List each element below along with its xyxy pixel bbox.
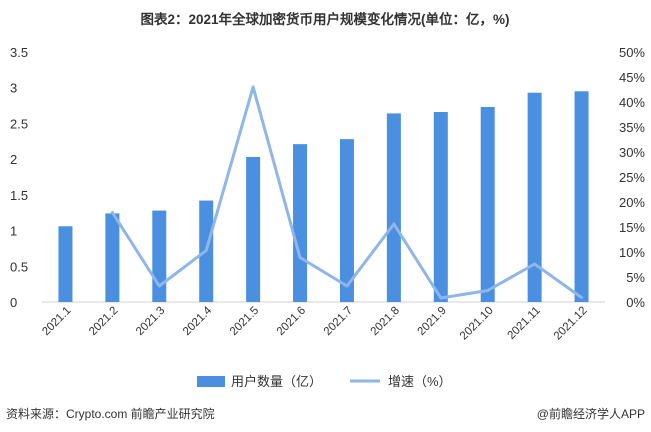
left-tick-label: 0 — [10, 295, 17, 310]
bar — [293, 144, 308, 302]
growth-point — [298, 256, 302, 259]
right-tick-label: 25% — [619, 170, 645, 185]
bar — [339, 139, 354, 302]
right-tick-label: 30% — [619, 145, 645, 160]
legend-bar-swatch — [197, 376, 225, 387]
bar — [480, 107, 495, 302]
right-tick-label: 5% — [626, 270, 645, 285]
x-tick-label: 2021.6 — [275, 305, 308, 338]
right-tick-label: 20% — [619, 195, 645, 210]
growth-line-series — [110, 85, 584, 300]
growth-point — [392, 222, 396, 226]
right-tick-label: 35% — [619, 120, 645, 135]
growth-point — [439, 296, 443, 300]
x-tick-label: 2021.10 — [458, 305, 496, 343]
brand-label: @前瞻经济学人APP — [537, 406, 645, 421]
right-tick-label: 45% — [619, 70, 645, 85]
x-tick-label: 2021.3 — [134, 305, 167, 338]
bar — [105, 213, 120, 302]
growth-point — [251, 85, 255, 89]
legend-line-label: 增速（%） — [388, 374, 452, 389]
left-axis-ticks: 0 0.5 1 1.5 2 2.5 3 3.5 — [10, 45, 28, 310]
legend: 用户数量（亿） 增速（%） — [197, 374, 452, 389]
x-tick-label: 2021.12 — [552, 305, 590, 343]
right-axis-ticks: 0% 5% 10% 15% 20% 25% 30% 35% 40% 45% 50% — [619, 45, 645, 310]
right-tick-label: 50% — [619, 45, 645, 60]
bar-series — [58, 91, 589, 303]
bar — [527, 92, 542, 302]
left-tick-label: 0.5 — [10, 259, 28, 274]
x-tick-label: 2021.2 — [87, 305, 120, 338]
x-tick-label: 2021.11 — [505, 305, 542, 342]
growth-point — [486, 289, 490, 292]
x-tick-label: 2021.9 — [416, 305, 449, 338]
x-tick-label: 2021.4 — [181, 304, 215, 338]
bar — [386, 113, 401, 302]
right-tick-label: 40% — [619, 95, 645, 110]
left-tick-label: 1.5 — [10, 188, 28, 203]
legend-bar-label: 用户数量（亿） — [231, 374, 322, 389]
bar — [574, 91, 589, 303]
right-tick-label: 0% — [626, 295, 645, 310]
x-tick-label: 2021.8 — [369, 305, 402, 338]
growth-point — [345, 284, 349, 288]
chart-title: 图表2：2021年全球加密货币用户规模变化情况(单位：亿，%) — [140, 11, 509, 27]
left-tick-label: 2 — [10, 152, 17, 167]
x-tick-label: 2021.1 — [40, 305, 73, 338]
left-tick-label: 2.5 — [10, 116, 28, 131]
x-axis-ticks: 2021.1 2021.2 2021.3 2021.4 2021.5 2021.6 2021… — [40, 304, 589, 342]
x-tick-label: 2021.7 — [322, 305, 355, 338]
x-tick-label: 2021.5 — [228, 305, 261, 338]
left-tick-label: 1 — [10, 224, 17, 239]
growth-point — [580, 296, 584, 299]
left-tick-label: 3 — [10, 81, 17, 96]
bar — [433, 112, 448, 302]
growth-point — [157, 284, 161, 288]
bar — [152, 210, 167, 302]
bar — [58, 226, 73, 302]
growth-point — [110, 211, 114, 214]
right-tick-label: 15% — [619, 220, 645, 235]
growth-point — [204, 249, 208, 252]
right-tick-label: 10% — [619, 245, 645, 260]
bar — [246, 157, 261, 302]
left-tick-label: 3.5 — [10, 45, 28, 60]
growth-point — [533, 262, 537, 266]
source-note: 资料来源：Crypto.com 前瞻产业研究院 — [6, 406, 215, 421]
